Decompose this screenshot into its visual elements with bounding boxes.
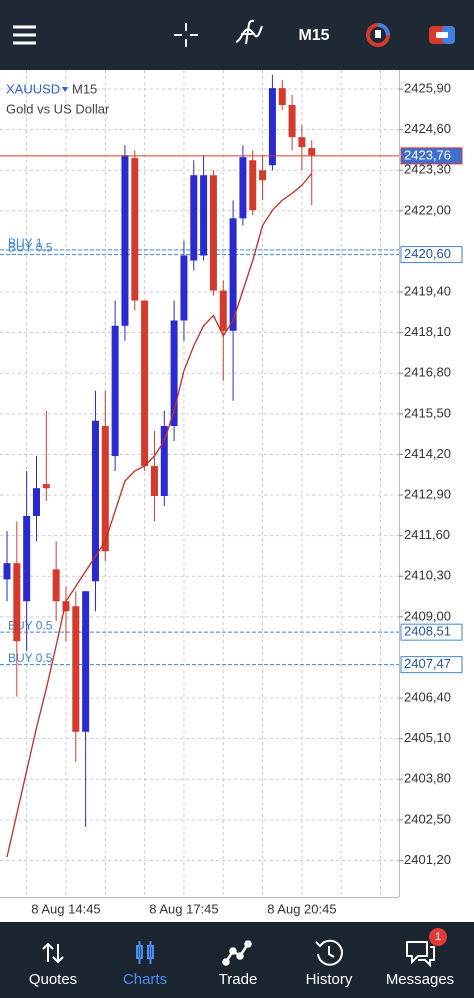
timeframe-label: M15 [72, 81, 97, 96]
candle-body [52, 569, 60, 602]
price-box-label: 2423,76 [404, 147, 451, 162]
symbol-dropdown-arrow[interactable] [62, 87, 68, 92]
y-tick-label: 2415,50 [404, 405, 451, 420]
candle-body [190, 175, 198, 261]
candle-body [62, 601, 70, 612]
order-price-box [400, 246, 463, 264]
y-tick-label: 2422,00 [404, 202, 451, 217]
price-box [400, 147, 463, 165]
x-tick-label: 8 Aug 17:45 [149, 901, 218, 916]
history-icon[interactable] [315, 939, 343, 966]
y-tick-label: 2423,30 [404, 162, 451, 177]
candle-body [209, 175, 217, 291]
y-tick-label: 2414,20 [404, 446, 451, 461]
one-click-button[interactable] [366, 23, 390, 47]
candle-body [259, 170, 267, 181]
candle-body [200, 175, 208, 256]
nav-label[interactable]: Trade [219, 971, 258, 988]
order-label[interactable]: BUY 1 [8, 236, 43, 250]
candle-body [298, 137, 306, 148]
y-tick-label: 2425,90 [404, 80, 451, 95]
moving-average-line [6, 172, 313, 858]
order-label[interactable]: BUY 0.5 [8, 241, 53, 255]
nav-label[interactable]: Quotes [29, 971, 77, 988]
indicators-button[interactable] [235, 19, 263, 45]
candle-body [239, 157, 247, 219]
symbol-label[interactable]: XAUUSD [6, 81, 60, 96]
order-price-box [400, 656, 463, 674]
messages-icon[interactable] [406, 941, 435, 968]
y-tick-label: 2403,80 [404, 771, 451, 786]
candle-body [150, 466, 158, 496]
order-price-label: 2420,60 [404, 246, 451, 261]
candle-body [111, 325, 119, 457]
y-tick-label: 2411,60 [404, 527, 450, 542]
candle-body [219, 290, 227, 331]
order-price-box [400, 623, 463, 641]
candle-body [180, 255, 188, 321]
candle-body [101, 426, 109, 552]
crosshair-button[interactable] [174, 23, 198, 47]
candle-body [308, 148, 316, 156]
candle-body [268, 88, 276, 166]
trade-icon[interactable] [222, 940, 252, 966]
order-price-label: 2407,47 [404, 656, 451, 671]
candle-body [13, 563, 21, 642]
candle-body [32, 488, 40, 516]
candle-body [23, 515, 31, 602]
candle-body [160, 426, 168, 496]
trade-button[interactable] [429, 26, 455, 44]
candle-body [82, 591, 90, 732]
charts-icon[interactable] [136, 941, 154, 964]
badge [429, 928, 447, 946]
quotes-icon[interactable] [42, 942, 64, 964]
badge-count: 1 [435, 931, 441, 943]
order-label[interactable]: BUY 0.5 [8, 651, 53, 665]
top-bar [0, 0, 474, 70]
bottom-nav [0, 922, 474, 998]
candle-body [42, 484, 50, 489]
y-tick-label: 2412,90 [404, 486, 451, 501]
x-tick-label: 8 Aug 14:45 [31, 901, 100, 916]
candle-body [91, 420, 99, 582]
candle-body [141, 300, 149, 467]
y-tick-label: 2406,40 [404, 689, 451, 704]
candle-body [278, 88, 286, 105]
y-tick-label: 2405,10 [404, 730, 451, 745]
candle-body [249, 160, 257, 211]
y-tick-label: 2401,20 [404, 852, 451, 867]
candle-body [131, 158, 139, 301]
y-tick-label: 2410,30 [404, 568, 451, 583]
menu-button[interactable] [13, 25, 36, 45]
y-tick-label: 2402,50 [404, 811, 451, 826]
x-tick-label: 8 Aug 20:45 [267, 901, 336, 916]
candle-body [170, 320, 178, 427]
nav-label[interactable]: History [306, 971, 353, 988]
timeframe-button[interactable]: M15 [298, 27, 329, 44]
order-price-label: 2408,51 [404, 624, 451, 639]
nav-label[interactable]: Messages [386, 971, 454, 988]
y-tick-label: 2424,60 [404, 121, 451, 136]
y-tick-label: 2416,80 [404, 365, 451, 380]
nav-label[interactable]: Charts [123, 971, 167, 988]
nav-labels: Quotes Charts Trade History Messages [29, 971, 454, 988]
candle-body [288, 104, 296, 138]
plot: 2425,90 2424,60 2423,30 2422,00 2419,40 2418,… [0, 70, 463, 916]
y-tick-label: 2419,40 [404, 283, 451, 298]
candle-body [3, 563, 11, 580]
chart-area [0, 70, 474, 922]
y-tick-label: 2418,10 [404, 324, 451, 339]
candle-body [229, 218, 237, 331]
candle-body [121, 155, 129, 326]
candle-body [72, 606, 80, 732]
symbol-description: Gold vs US Dollar [6, 101, 110, 116]
y-tick-label: 2409,00 [404, 608, 451, 623]
